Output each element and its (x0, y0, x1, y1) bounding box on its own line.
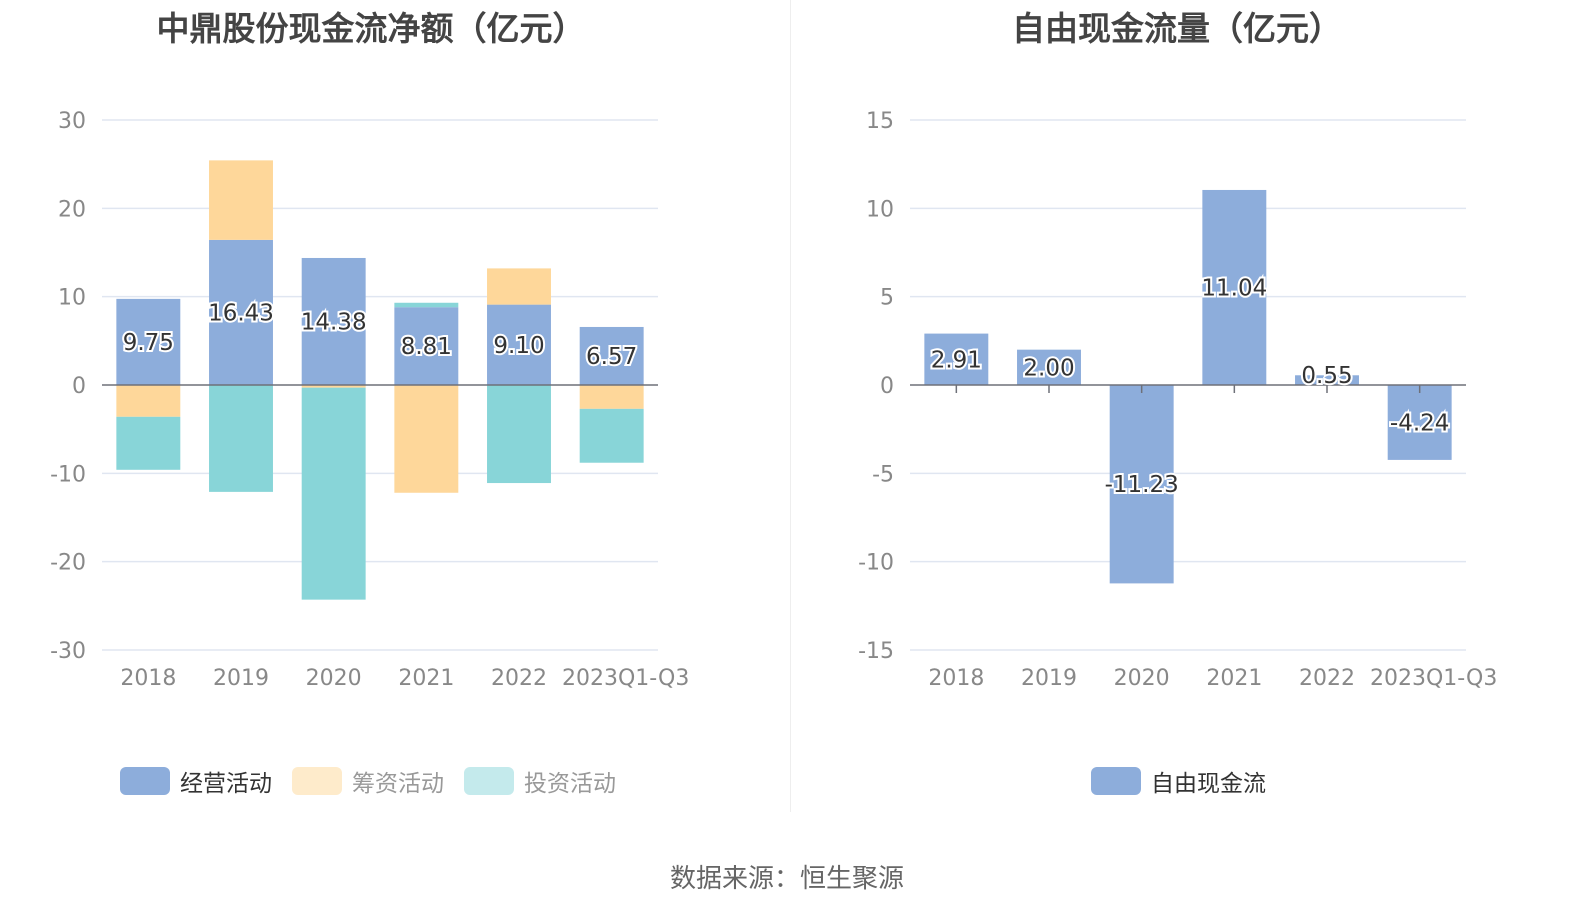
legend-label: 投资活动 (524, 771, 616, 797)
bar-free_cash_flow-2023Q1-Q3[interactable] (1387, 385, 1452, 460)
legend-item-financing[interactable]: 筹资活动 (292, 764, 444, 798)
x-tick-label: 2022 (1299, 666, 1355, 691)
cash-flow-net-panel: 中鼎股份现金流净额（亿元） 30 20 10 0 -10 -20 -30 9.75 16.43 1… (0, 0, 790, 820)
y-tick-label: 10 (58, 286, 86, 311)
bar-investing-2021[interactable] (394, 302, 459, 308)
bar-financing-2023Q1-Q3[interactable] (579, 385, 644, 409)
bar-investing-2019[interactable] (209, 385, 273, 492)
bar-free_cash_flow-2022[interactable] (1295, 375, 1359, 385)
x-tick-label: 2020 (306, 666, 362, 691)
x-tick-label: 2023Q1-Q3 (562, 666, 689, 691)
y-tick-label: -30 (50, 639, 86, 664)
x-tick-label: 2020 (1114, 666, 1170, 691)
bar-operating-2019[interactable] (209, 239, 273, 385)
legend-swatch-icon (464, 767, 514, 795)
y-tick-label: 10 (866, 197, 894, 222)
chart-title-cash-flow-net: 中鼎股份现金流净额（亿元） (156, 9, 586, 48)
bar-operating-2020[interactable] (301, 257, 366, 385)
bar-free_cash_flow-2019[interactable] (1017, 349, 1081, 385)
legend-label: 经营活动 (180, 771, 272, 797)
data-label: 11.04 (1201, 275, 1267, 301)
data-label: 16.43 (208, 300, 274, 326)
bar-operating-2022[interactable] (487, 304, 551, 385)
bar-operating-2018[interactable] (116, 298, 181, 385)
y-tick-label: -20 (50, 551, 86, 576)
y-tick-label: 5 (880, 286, 894, 311)
free-cash-flow-chart: 15 10 5 0 -5 -10 -15 2.91 2.00 -11.23 11.04 0.55 -4.… (858, 109, 1497, 691)
bar-free_cash_flow-2018[interactable] (924, 333, 989, 385)
legend-label: 自由现金流 (1151, 771, 1266, 797)
bar-free_cash_flow-2021[interactable] (1202, 189, 1267, 385)
y-tick-label: -15 (858, 639, 894, 664)
data-source-note: 数据来源：恒生聚源 (669, 864, 904, 894)
y-tick-label: 30 (58, 109, 86, 134)
data-label: 9.75 (123, 330, 174, 356)
x-tick-label: 2019 (1021, 666, 1077, 691)
x-tick-label: 2023Q1-Q3 (1370, 666, 1497, 691)
y-tick-label: 0 (880, 374, 894, 399)
y-tick-label: 0 (72, 374, 86, 399)
y-tick-label: -10 (50, 462, 86, 487)
legend-swatch-icon (120, 767, 170, 795)
y-tick-label: 15 (866, 109, 894, 134)
legend-item-operating[interactable]: 经营活动 (120, 764, 272, 798)
x-tick-label: 2021 (398, 666, 454, 691)
legend-item-free_cash_flow[interactable]: 自由现金流 (1091, 764, 1266, 798)
y-tick-label: -10 (858, 551, 894, 576)
data-label: 2.00 (1023, 355, 1074, 381)
bar-financing-2021[interactable] (394, 385, 459, 493)
bar-financing-2020[interactable] (301, 385, 366, 388)
bar-operating-2021[interactable] (394, 307, 459, 385)
x-tick-label: 2021 (1206, 666, 1262, 691)
legend-swatch-icon (1091, 767, 1141, 795)
bar-financing-2019[interactable] (209, 160, 273, 240)
legend-item-investing[interactable]: 投资活动 (464, 764, 616, 798)
cash-flow-net-legend: 经营活动 筹资活动 投资活动 (120, 764, 636, 798)
legend-swatch-icon (292, 767, 342, 795)
bar-free_cash_flow-2020[interactable] (1109, 385, 1174, 584)
bar-financing-2022[interactable] (487, 268, 551, 305)
bar-investing-2018[interactable] (116, 416, 181, 470)
bar-operating-2023Q1-Q3[interactable] (579, 326, 644, 385)
panel-divider (790, 0, 791, 812)
x-tick-label: 2018 (928, 666, 984, 691)
chart-title-free-cash-flow: 自由现金流量（亿元） (1012, 9, 1342, 48)
free-cash-flow-panel: 自由现金流量（亿元） 15 10 5 0 -5 -10 -15 2.91 2.00 -11.23 1… (792, 0, 1574, 820)
data-label: -4.24 (1390, 410, 1450, 436)
y-tick-label: -5 (872, 462, 894, 487)
data-label: 0.55 (1301, 363, 1352, 389)
legend-label: 筹资活动 (352, 771, 444, 797)
data-label: 8.81 (401, 334, 452, 360)
data-label: 9.10 (493, 333, 544, 359)
free-cash-flow-legend: 自由现金流 (1091, 764, 1286, 798)
y-tick-label: 20 (58, 197, 86, 222)
cash-flow-net-chart: 30 20 10 0 -10 -20 -30 9.75 16.43 14.38 8.81 9.10 6.… (50, 109, 689, 691)
x-tick-label: 2019 (213, 666, 269, 691)
data-label: 2.91 (931, 347, 982, 373)
x-tick-label: 2022 (491, 666, 547, 691)
data-label: 14.38 (301, 309, 367, 335)
bar-investing-2023Q1-Q3[interactable] (579, 408, 644, 463)
bar-financing-2018[interactable] (116, 385, 181, 417)
bar-investing-2020[interactable] (301, 387, 366, 600)
data-label: 6.57 (586, 344, 637, 370)
x-tick-label: 2018 (120, 666, 176, 691)
bar-investing-2022[interactable] (487, 385, 551, 484)
data-label: -11.23 (1105, 472, 1179, 498)
